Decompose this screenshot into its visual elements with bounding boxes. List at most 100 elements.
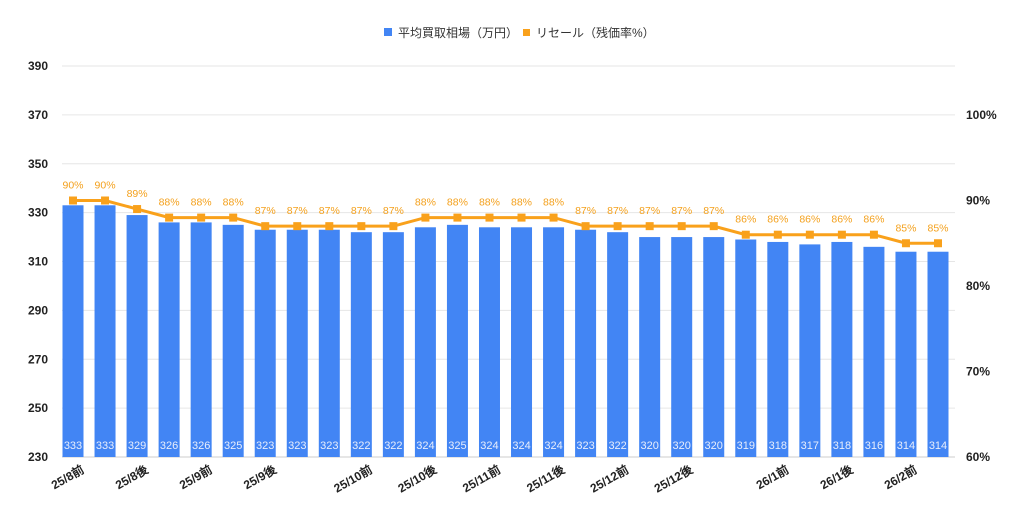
line-point <box>197 213 206 222</box>
line-point <box>325 222 334 231</box>
bar <box>222 224 244 457</box>
bar-value-label: 322 <box>384 440 402 452</box>
line-value-label: 87% <box>607 205 628 217</box>
line-value-label: 86% <box>735 214 756 226</box>
bar-value-label: 316 <box>865 440 883 452</box>
legend-swatch-line <box>523 29 530 36</box>
bar <box>831 241 853 457</box>
line-value-label: 89% <box>127 188 148 200</box>
line-value-label: 88% <box>159 197 180 209</box>
legend-label-line: リセール（残価率%） <box>536 25 655 40</box>
line-value-label: 88% <box>543 197 564 209</box>
right-tick-label: 70% <box>966 365 990 379</box>
bar-value-label: 314 <box>929 440 947 452</box>
bar <box>350 232 372 457</box>
line-point <box>805 230 814 239</box>
bar-value-label: 318 <box>769 440 787 452</box>
bar-value-label: 324 <box>416 440 434 452</box>
legend: 平均買取相場（万円） リセール（残価率%） <box>384 25 655 40</box>
line-point <box>869 230 878 239</box>
left-tick-label: 350 <box>28 157 48 171</box>
bar <box>607 232 629 457</box>
left-tick-label: 230 <box>28 450 48 464</box>
line-value-label: 87% <box>639 205 660 217</box>
bar-value-label: 317 <box>801 440 819 452</box>
bar <box>62 205 84 457</box>
line-value-label: 86% <box>863 214 884 226</box>
line-point <box>229 213 238 222</box>
bar-value-label: 318 <box>833 440 851 452</box>
line-point <box>293 222 302 231</box>
x-tick-label: 25/9後 <box>241 461 280 492</box>
line-value-label: 87% <box>575 205 596 217</box>
x-tick-label: 25/9前 <box>177 462 215 493</box>
bar <box>927 251 949 457</box>
line-value-label: 90% <box>62 180 83 192</box>
line-point <box>837 230 846 239</box>
bar <box>671 237 693 457</box>
bar <box>286 229 308 457</box>
line-point <box>613 222 622 231</box>
line-value-label: 88% <box>415 197 436 209</box>
bar <box>318 229 340 457</box>
line-value-label: 85% <box>927 222 948 234</box>
line-value-label: 86% <box>799 214 820 226</box>
line-value-label: 87% <box>351 205 372 217</box>
bar <box>543 227 565 457</box>
bar-value-label: 325 <box>224 440 242 452</box>
line-value-label: 86% <box>831 214 852 226</box>
bar <box>575 229 597 457</box>
line-value-label: 90% <box>95 180 116 192</box>
bar-value-label: 323 <box>320 440 338 452</box>
bar <box>158 222 180 457</box>
line-point <box>261 222 270 231</box>
line-point <box>517 213 526 222</box>
line-point <box>357 222 366 231</box>
left-tick-label: 390 <box>28 59 48 73</box>
bar <box>895 251 917 457</box>
line-point <box>133 205 142 214</box>
line-value-label: 87% <box>255 205 276 217</box>
line-point <box>101 196 110 205</box>
bar <box>478 227 500 457</box>
right-tick-label: 100% <box>966 108 997 122</box>
bar-value-label: 320 <box>705 440 723 452</box>
bar-value-label: 333 <box>64 440 82 452</box>
bar-value-label: 329 <box>128 440 146 452</box>
left-tick-label: 290 <box>28 303 48 317</box>
resale-line <box>73 199 938 245</box>
line-value-label: 87% <box>287 205 308 217</box>
line-value-label: 88% <box>447 197 468 209</box>
bar <box>446 224 468 457</box>
left-tick-label: 270 <box>28 352 48 366</box>
bar-value-label: 326 <box>160 440 178 452</box>
line-value-label: 87% <box>703 205 724 217</box>
line-value-label: 88% <box>223 197 244 209</box>
x-tick-label: 25/12後 <box>651 461 696 496</box>
bar <box>799 244 821 457</box>
line-value-label: 86% <box>767 214 788 226</box>
bar <box>382 232 404 457</box>
left-tick-label: 370 <box>28 108 48 122</box>
bar-value-label: 323 <box>256 440 274 452</box>
x-tick-label: 25/10前 <box>331 462 375 496</box>
bar-value-label: 323 <box>288 440 306 452</box>
line-point <box>485 213 494 222</box>
bar <box>254 229 276 457</box>
right-tick-label: 80% <box>966 279 990 293</box>
bar <box>639 237 661 457</box>
bar-value-label: 314 <box>897 440 915 452</box>
bar-value-label: 326 <box>192 440 210 452</box>
legend-label-bar: 平均買取相場（万円） <box>398 26 518 40</box>
bar <box>511 227 533 457</box>
line-value-label: 85% <box>895 222 916 234</box>
x-tick-label: 25/8前 <box>48 462 86 493</box>
bar-value-label: 323 <box>576 440 594 452</box>
bar <box>94 205 116 457</box>
line-point <box>901 239 910 248</box>
bar-value-label: 320 <box>640 440 658 452</box>
line-value-label: 88% <box>479 197 500 209</box>
left-tick-label: 330 <box>28 206 48 220</box>
line-point <box>581 222 590 231</box>
line-point <box>645 222 654 231</box>
